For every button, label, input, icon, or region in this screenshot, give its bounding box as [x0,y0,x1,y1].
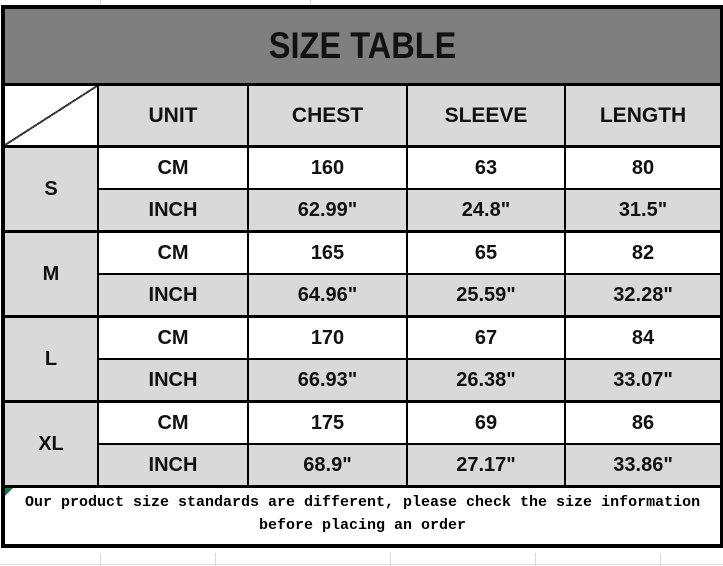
note-cell: Our product size standards are different… [1,485,723,547]
gridline [215,553,216,566]
table-row: XL CM 175 69 86 [2,400,723,488]
gridline [0,564,723,565]
size-label-xl: XL [2,400,99,488]
unit-label-inch: INCH [97,273,249,318]
table-title: SIZE TABLE [268,25,457,66]
gridline [310,0,311,5]
value-l-sleeve-cm: 67 [406,315,566,360]
value-s-length-inch: 31.5" [563,188,723,233]
table-row: INCH 62.99" 24.8" 31.5" [3,188,723,233]
value-m-chest-cm: 165 [247,230,408,275]
table-row: INCH 68.9" 27.17" 33.86" [3,443,723,488]
value-m-chest-inch: 64.96" [247,273,408,318]
cell-flag-triangle-icon [5,489,13,496]
table-row: S CM 160 63 80 [2,145,723,233]
value-xl-chest-inch: 68.9" [247,443,408,488]
value-s-sleeve-inch: 24.8" [406,188,566,233]
unit-label-inch: INCH [97,188,249,233]
note-text: Our product size standards are different… [24,493,701,534]
table-row: INCH 64.96" 25.59" 32.28" [3,273,723,318]
value-xl-length-cm: 86 [563,400,723,445]
diagonal-line [5,86,96,145]
value-l-length-cm: 84 [563,315,723,360]
table-row: M CM 165 65 82 [2,230,723,318]
column-header-chest: CHEST [247,83,408,148]
gridline [660,553,661,566]
unit-label-inch: INCH [97,443,249,488]
value-m-length-inch: 32.28" [563,273,723,318]
value-s-chest-inch: 62.99" [247,188,408,233]
size-label-m: M [2,230,99,318]
value-xl-length-inch: 33.86" [563,443,723,488]
value-m-length-cm: 82 [563,230,723,275]
unit-label-cm: CM [97,145,249,190]
value-s-length-cm: 80 [563,145,723,190]
gridline [100,553,101,566]
title-row: SIZE TABLE [1,6,723,86]
column-header-unit: UNIT [97,83,249,148]
note-row: Our product size standards are different… [1,485,723,547]
value-l-chest-inch: 66.93" [247,358,408,403]
gridline [390,553,391,566]
size-label-l: L [2,315,99,403]
column-header-length: LENGTH [563,83,723,148]
value-s-chest-cm: 160 [247,145,408,190]
diagonal-corner-cell [2,83,99,148]
size-table: SIZE TABLE UNIT CHEST SLEEVE LENGTH S CM… [1,5,723,548]
table-title-cell: SIZE TABLE [1,6,723,86]
value-m-sleeve-cm: 65 [406,230,566,275]
table-row: L CM 170 67 84 [2,315,723,403]
gridline [100,0,101,5]
value-m-sleeve-inch: 25.59" [406,273,566,318]
table-row: INCH 66.93" 26.38" 33.07" [3,358,723,403]
value-l-sleeve-inch: 26.38" [406,358,566,403]
column-header-sleeve: SLEEVE [406,83,566,148]
value-s-sleeve-cm: 63 [406,145,566,190]
value-xl-sleeve-cm: 69 [406,400,566,445]
unit-label-cm: CM [97,315,249,360]
size-label-s: S [2,145,99,233]
value-xl-chest-cm: 175 [247,400,408,445]
gridline [535,553,536,566]
unit-label-cm: CM [97,230,249,275]
value-xl-sleeve-inch: 27.17" [406,443,566,488]
unit-label-inch: INCH [97,358,249,403]
column-header-row: UNIT CHEST SLEEVE LENGTH [2,83,723,148]
value-l-chest-cm: 170 [247,315,408,360]
value-l-length-inch: 33.07" [563,358,723,403]
unit-label-cm: CM [97,400,249,445]
